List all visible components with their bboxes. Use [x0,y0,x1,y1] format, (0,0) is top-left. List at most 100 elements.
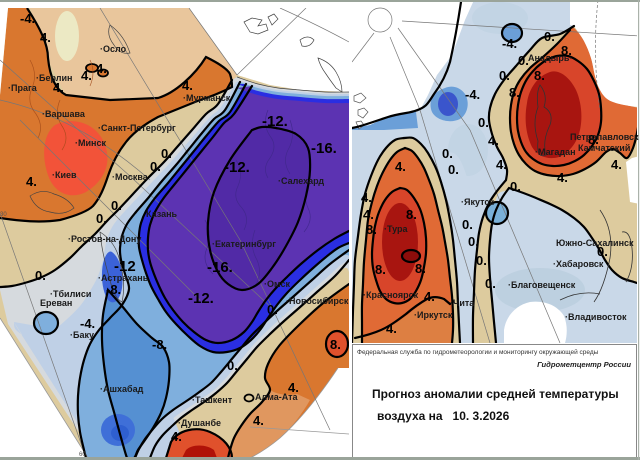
svg-text:4.: 4. [182,78,193,93]
svg-text:4.: 4. [40,30,51,45]
svg-text:·Иркутск: ·Иркутск [414,310,453,320]
svg-text:·Варшава: ·Варшава [42,109,86,119]
svg-text:·Минск: ·Минск [75,138,106,148]
svg-text:Федеральная служба по гидромет: Федеральная служба по гидрометеорологии … [357,348,599,356]
svg-text:Петропавловск: Петропавловск [570,132,639,142]
svg-text:0.: 0. [161,146,172,161]
svg-text:4.: 4. [171,429,182,444]
svg-text:·Салехард: ·Салехард [278,176,324,186]
svg-text:8.: 8. [509,85,520,100]
svg-text:Камчатский: Камчатский [578,143,630,153]
svg-text:-12.: -12. [188,290,214,307]
svg-text:·Прага: ·Прага [8,83,38,93]
svg-text:·Ашхабад: ·Ашхабад [100,384,144,394]
svg-text:0.: 0. [468,234,479,249]
svg-text:0.: 0. [510,179,521,194]
svg-text:0.: 0. [150,159,161,174]
svg-text:·Астрахань: ·Астрахань [98,273,149,283]
svg-text:8.: 8. [534,68,545,83]
svg-text:·Тбилиси: ·Тбилиси [50,289,91,299]
svg-text:·Омск: ·Омск [264,279,291,289]
svg-text:·Киев: ·Киев [52,170,77,180]
svg-text:8.: 8. [415,261,426,276]
svg-text:·Тура: ·Тура [384,224,409,234]
svg-text:8.: 8. [406,207,417,222]
svg-text:30: 30 [0,212,7,218]
svg-text:4.: 4. [363,207,374,222]
svg-text:4.: 4. [253,413,264,428]
svg-text:0.: 0. [478,115,489,130]
svg-text:-4.: -4. [502,36,517,51]
svg-text:·Берлин: ·Берлин [36,73,72,83]
svg-text:·Ростов-на-Дону: ·Ростов-на-Дону [68,234,141,244]
svg-text:0.: 0. [485,276,496,291]
svg-text:·Красноярск: ·Красноярск [363,290,419,300]
svg-text:Гидрометцентр России: Гидрометцентр России [537,360,631,369]
svg-text:8.: 8. [561,43,572,58]
svg-text:·Москва: ·Москва [112,172,149,182]
svg-text:4.: 4. [81,68,92,83]
svg-text:4.: 4. [424,289,435,304]
svg-text:-12.: -12. [262,113,288,130]
svg-text:Южно-Сахалинск: Южно-Сахалинск [556,238,634,248]
svg-text:-8.: -8. [106,282,121,297]
svg-text:-4.: -4. [465,87,480,102]
svg-text:0.: 0. [462,217,473,232]
svg-text:4.: 4. [26,174,37,189]
svg-text:8.: 8. [330,337,341,352]
svg-text:0.: 0. [597,244,608,259]
svg-text:·Якутск: ·Якутск [461,197,494,207]
svg-text:·Санкт-Петербург: ·Санкт-Петербург [98,123,176,133]
svg-text:·Владивосток: ·Владивосток [565,312,627,322]
svg-text:4.: 4. [361,190,372,205]
svg-text:-4.: -4. [20,11,35,26]
svg-text:-4.: -4. [80,316,95,331]
svg-text:0.: 0. [518,53,529,68]
svg-text:0.: 0. [448,162,459,177]
svg-text:4.: 4. [488,133,499,148]
svg-text:Ереван: Ереван [40,298,72,308]
svg-text:4.: 4. [395,159,406,174]
svg-text:Казань: Казань [146,209,178,219]
svg-text:Прогноз аномалии средней темпе: Прогноз аномалии средней температуры [372,387,619,401]
svg-text:4.: 4. [96,61,107,76]
svg-text:4.: 4. [53,80,64,95]
svg-text:·Новосибирск: ·Новосибирск [286,296,349,306]
svg-text:4.: 4. [496,157,507,172]
svg-text:0.: 0. [499,68,510,83]
svg-text:·Екатеринбург: ·Екатеринбург [212,239,276,249]
svg-text:0.: 0. [96,211,107,226]
svg-text:8.: 8. [588,132,599,147]
svg-text:0.: 0. [227,358,238,373]
svg-text:60: 60 [79,452,86,458]
svg-text:-16.: -16. [207,259,233,276]
svg-text:8.: 8. [366,222,377,237]
svg-text:0.: 0. [442,146,453,161]
svg-text:·Магадан: ·Магадан [535,147,576,157]
svg-text:4.: 4. [386,321,397,336]
svg-text:8.: 8. [375,262,386,277]
svg-text:-8.: -8. [152,337,167,352]
svg-text:·Мурманск: ·Мурманск [183,93,231,103]
svg-text:Анадырь·: Анадырь· [528,53,572,63]
svg-text:воздуха на 10. 3.2026: воздуха на 10. 3.2026 [377,409,510,423]
svg-text:-12: -12 [114,258,136,275]
svg-text:0.: 0. [544,29,555,44]
svg-text:0.: 0. [35,268,46,283]
svg-text:4.: 4. [557,170,568,185]
svg-text:-12.: -12. [224,159,250,176]
svg-text:·Благовещенск: ·Благовещенск [508,280,576,290]
svg-text:·Чита: ·Чита [450,298,475,308]
svg-text:·Хабаровск: ·Хабаровск [553,259,604,269]
svg-text:0.: 0. [111,198,122,213]
svg-text:·Осло: ·Осло [100,44,127,54]
svg-text:4.: 4. [611,157,622,172]
svg-text:0.: 0. [476,253,487,268]
svg-text:·Баку: ·Баку [70,330,94,340]
svg-text:·Душанбе: ·Душанбе [178,418,221,428]
svg-text:-16.: -16. [311,140,337,157]
svg-text:·Ташкент: ·Ташкент [192,395,233,405]
svg-text:0.: 0. [267,302,278,317]
svg-text:·Алма-Ата: ·Алма-Ата [252,392,299,402]
svg-text:4.: 4. [288,380,299,395]
